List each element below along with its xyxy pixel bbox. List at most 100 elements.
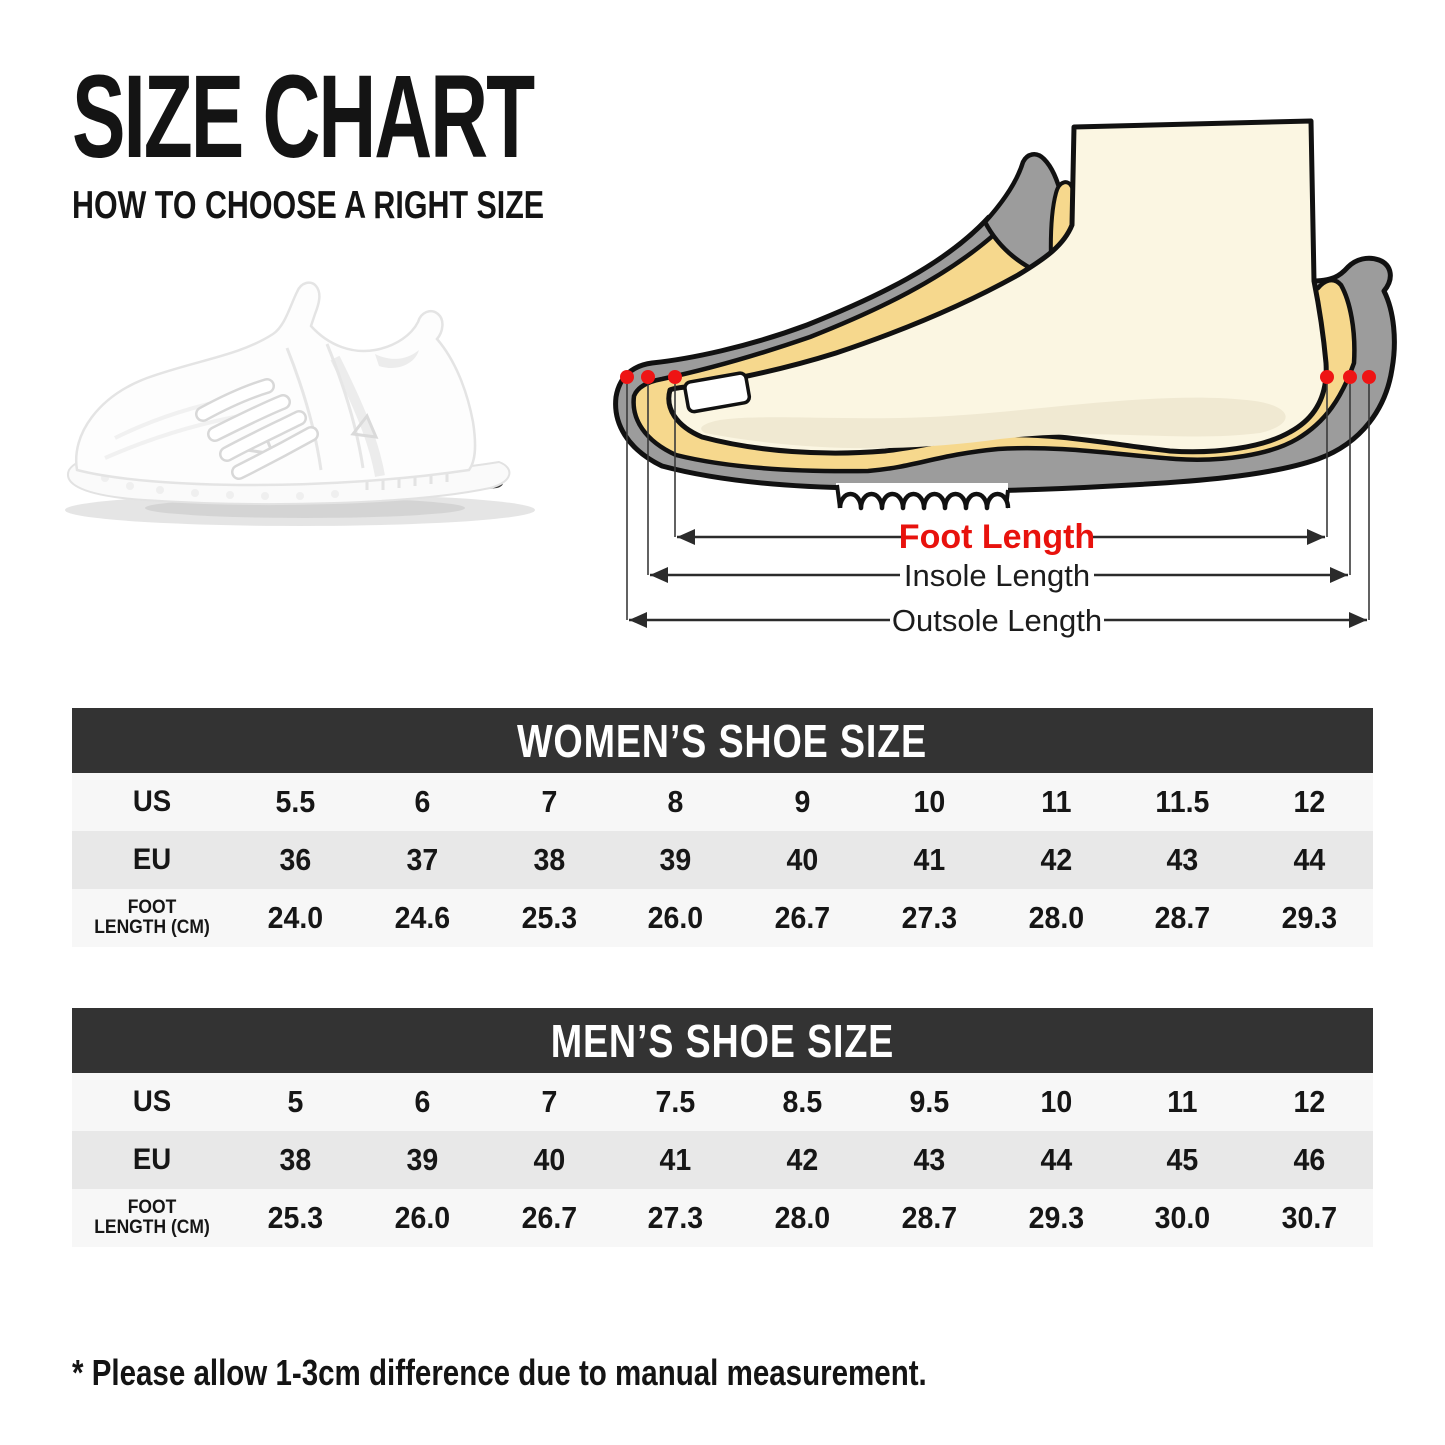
- insole-length-label: Insole Length: [904, 558, 1090, 593]
- insole-length-measure: Insole Length: [650, 558, 1348, 593]
- size-cell: 28.0: [1028, 900, 1084, 935]
- outsole-length-measure: Outsole Length: [629, 603, 1367, 638]
- table-row-eu: EU 38 39 40 41 42 43 44 45 46: [72, 1131, 1373, 1189]
- outsole-length-label: Outsole Length: [892, 603, 1102, 638]
- size-cell: 26.7: [521, 1200, 577, 1235]
- size-cell: 36: [279, 842, 312, 877]
- size-cell: 26.0: [647, 900, 704, 935]
- size-cell: 6: [414, 1084, 431, 1119]
- size-cell: 28.7: [1155, 900, 1211, 935]
- size-cell: 6: [414, 784, 431, 819]
- row-header: FOOT LENGTH (CM): [78, 1189, 225, 1247]
- table-row-eu: EU 36 37 38 39 40 41 42 43 44: [72, 831, 1373, 889]
- size-cell: 7: [541, 1084, 557, 1119]
- womens-size-table: WOMEN’S SHOE SIZE US 5.5 6 7 8 9 10 11 1…: [72, 708, 1373, 947]
- size-cell: 26.7: [774, 900, 831, 935]
- measure-dots: [620, 370, 1376, 384]
- size-cell: 11: [1040, 784, 1072, 819]
- size-cell: 44: [1293, 842, 1326, 877]
- size-cell: 12: [1293, 1084, 1326, 1119]
- sneaker-laces: [195, 378, 319, 480]
- table-row-foot-length: FOOT LENGTH (CM) 24.0 24.6 25.3 26.0 26.…: [72, 889, 1373, 947]
- row-header: US: [132, 785, 172, 818]
- size-cell: 12: [1293, 784, 1326, 819]
- sneaker-photo: [65, 281, 535, 526]
- size-cell: 40: [786, 842, 819, 877]
- table-row-us: US 5.5 6 7 8 9 10 11 11.5 12: [72, 773, 1373, 831]
- size-cell: 40: [533, 1142, 565, 1177]
- measure-guide-lines: [626, 384, 1370, 620]
- row-header-line: FOOT: [127, 1197, 177, 1219]
- sneaker-quarter-shading: [330, 355, 385, 477]
- size-cell: 27.3: [647, 1200, 704, 1235]
- foot-illustration: [666, 118, 1329, 456]
- size-cell: 26.0: [394, 1200, 450, 1235]
- size-cell: 43: [913, 1142, 946, 1177]
- foot-shading: [701, 397, 1286, 449]
- row-header: US: [132, 1085, 172, 1118]
- size-cell: 27.3: [901, 900, 958, 935]
- page-subtitle: HOW TO CHOOSE A RIGHT SIZE: [72, 184, 545, 227]
- size-cell: 39: [406, 1142, 439, 1177]
- row-header: EU: [132, 843, 172, 876]
- sneaker-cage-lines: [285, 343, 365, 471]
- size-cell: 11.5: [1155, 784, 1210, 819]
- size-cell: 29.3: [1028, 1200, 1084, 1235]
- sole-tread: [835, 483, 1011, 513]
- size-cell: 46: [1293, 1142, 1326, 1177]
- womens-table-title: WOMEN’S SHOE SIZE: [517, 714, 928, 767]
- size-cell: 10: [913, 784, 946, 819]
- size-cell: 30.0: [1155, 1200, 1211, 1235]
- table-row-foot-length: FOOT LENGTH (CM) 25.3 26.0 26.7 27.3 28.…: [72, 1189, 1373, 1247]
- foot-length-label: Foot Length: [899, 518, 1095, 556]
- size-cell: 45: [1166, 1142, 1199, 1177]
- womens-table-header: WOMEN’S SHOE SIZE: [72, 708, 1373, 773]
- size-cell: 9: [794, 784, 811, 819]
- measurement-note: * Please allow 1-3cm difference due to m…: [72, 1352, 927, 1393]
- page-title: SIZE CHART: [72, 51, 535, 183]
- size-cell: 7: [541, 784, 557, 819]
- size-cell: 24.0: [267, 900, 324, 935]
- size-cell: 39: [659, 842, 692, 877]
- size-cell: 7.5: [655, 1084, 696, 1119]
- size-cell: 42: [786, 1142, 819, 1177]
- sneaker-boost-texture: [101, 474, 339, 500]
- size-cell: 43: [1166, 842, 1199, 877]
- size-cell: 25.3: [521, 900, 577, 935]
- sneaker-triangle-detail: [350, 413, 379, 439]
- row-header: FOOT LENGTH (CM): [78, 889, 225, 947]
- size-cell: 9.5: [909, 1084, 950, 1119]
- row-header: EU: [132, 1143, 172, 1176]
- size-cell: 28.0: [774, 1200, 831, 1235]
- row-header-line: LENGTH (CM): [94, 1217, 210, 1238]
- row-header-line: FOOT: [127, 897, 177, 919]
- size-cell: 8: [667, 784, 684, 819]
- size-cell: 5: [287, 1084, 304, 1119]
- size-cell: 42: [1040, 842, 1072, 877]
- mens-table-header: MEN’S SHOE SIZE: [72, 1008, 1373, 1073]
- table-row-us: US 5 6 7 7.5 8.5 9.5 10 11 12: [72, 1073, 1373, 1131]
- size-cell: 5.5: [275, 784, 316, 819]
- size-cell: 41: [659, 1142, 692, 1177]
- size-cell: 44: [1040, 1142, 1072, 1177]
- size-cell: 41: [913, 842, 946, 877]
- size-cell: 28.7: [901, 1200, 958, 1235]
- title-block: SIZE CHART HOW TO CHOOSE A RIGHT SIZE: [72, 58, 750, 228]
- mens-size-table: MEN’S SHOE SIZE US 5 6 7 7.5 8.5 9.5 10 …: [72, 1008, 1373, 1247]
- size-cell: 29.3: [1281, 900, 1338, 935]
- size-cell: 8.5: [782, 1084, 823, 1119]
- mens-table-title: MEN’S SHOE SIZE: [550, 1014, 895, 1067]
- foot-length-measure: Foot Length: [677, 518, 1325, 556]
- size-cell: 38: [279, 1142, 312, 1177]
- size-cell: 11: [1167, 1084, 1198, 1119]
- size-cell: 30.7: [1281, 1200, 1338, 1235]
- size-cell: 37: [406, 842, 439, 877]
- sneaker-collar-opening: [375, 350, 419, 369]
- size-cell: 24.6: [394, 900, 450, 935]
- size-cell: 25.3: [267, 1200, 324, 1235]
- row-header-line: LENGTH (CM): [94, 917, 210, 938]
- size-cell: 38: [533, 842, 565, 877]
- size-cell: 10: [1040, 1084, 1072, 1119]
- foot-measurement-diagram: Foot Length Insole Length Outsole Length: [613, 118, 1397, 638]
